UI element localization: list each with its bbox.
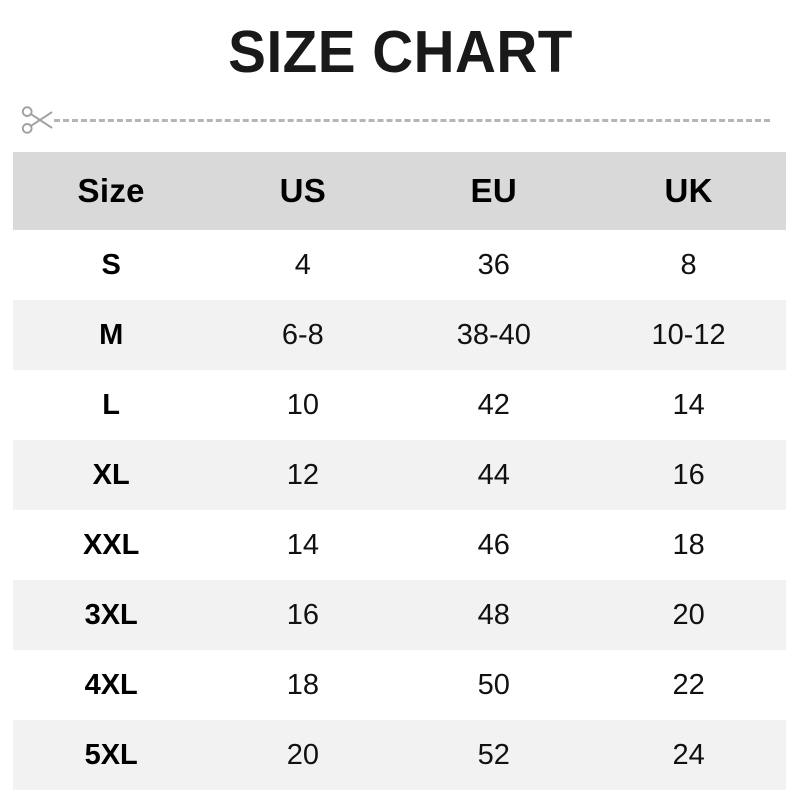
cell-uk: 8 bbox=[591, 230, 786, 300]
cell-uk: 14 bbox=[591, 370, 786, 440]
scissors-icon bbox=[20, 103, 56, 137]
cell-us: 4 bbox=[209, 230, 397, 300]
cell-eu: 42 bbox=[396, 370, 592, 440]
table-row: 5XL 20 52 24 bbox=[13, 720, 786, 790]
cell-us: 10 bbox=[209, 370, 397, 440]
cell-eu: 46 bbox=[396, 510, 592, 580]
cell-uk: 16 bbox=[591, 440, 786, 510]
cell-eu: 48 bbox=[396, 580, 592, 650]
table-row: M 6-8 38-40 10-12 bbox=[13, 300, 786, 370]
table-header: Size US EU UK bbox=[13, 152, 786, 230]
cell-size: M bbox=[13, 300, 210, 370]
cell-us: 12 bbox=[209, 440, 397, 510]
cell-eu: 52 bbox=[396, 720, 592, 790]
cell-uk: 18 bbox=[591, 510, 786, 580]
table-body: S 4 36 8 M 6-8 38-40 10-12 L 10 42 14 XL… bbox=[13, 230, 786, 790]
cell-uk: 10-12 bbox=[591, 300, 786, 370]
column-header-eu: EU bbox=[396, 152, 592, 230]
column-header-uk: UK bbox=[591, 152, 786, 230]
column-header-us: US bbox=[209, 152, 397, 230]
size-chart-table: Size US EU UK S 4 36 8 M 6-8 38-40 10-12… bbox=[13, 152, 786, 790]
column-header-size: Size bbox=[13, 152, 210, 230]
cell-size: S bbox=[13, 230, 210, 300]
cell-us: 16 bbox=[209, 580, 397, 650]
cell-size: XXL bbox=[13, 510, 210, 580]
cell-size: 4XL bbox=[13, 650, 210, 720]
page-title-container: SIZE CHART bbox=[0, 21, 800, 83]
table-row: S 4 36 8 bbox=[13, 230, 786, 300]
table-row: L 10 42 14 bbox=[13, 370, 786, 440]
cell-eu: 44 bbox=[396, 440, 592, 510]
table-row: 4XL 18 50 22 bbox=[13, 650, 786, 720]
cell-us: 18 bbox=[209, 650, 397, 720]
cell-eu: 50 bbox=[396, 650, 592, 720]
cell-uk: 20 bbox=[591, 580, 786, 650]
cut-line bbox=[20, 103, 780, 137]
table-row: 3XL 16 48 20 bbox=[13, 580, 786, 650]
cell-uk: 22 bbox=[591, 650, 786, 720]
table-row: XXL 14 46 18 bbox=[13, 510, 786, 580]
cell-size: 5XL bbox=[13, 720, 210, 790]
cell-eu: 38-40 bbox=[396, 300, 592, 370]
cell-eu: 36 bbox=[396, 230, 592, 300]
cell-us: 14 bbox=[209, 510, 397, 580]
cell-size: XL bbox=[13, 440, 210, 510]
cell-uk: 24 bbox=[591, 720, 786, 790]
table-header-row: Size US EU UK bbox=[13, 152, 786, 230]
cell-us: 20 bbox=[209, 720, 397, 790]
cell-size: 3XL bbox=[13, 580, 210, 650]
cell-us: 6-8 bbox=[209, 300, 397, 370]
dashed-separator bbox=[54, 118, 770, 122]
table-row: XL 12 44 16 bbox=[13, 440, 786, 510]
page-title: SIZE CHART bbox=[227, 19, 573, 85]
cell-size: L bbox=[13, 370, 210, 440]
